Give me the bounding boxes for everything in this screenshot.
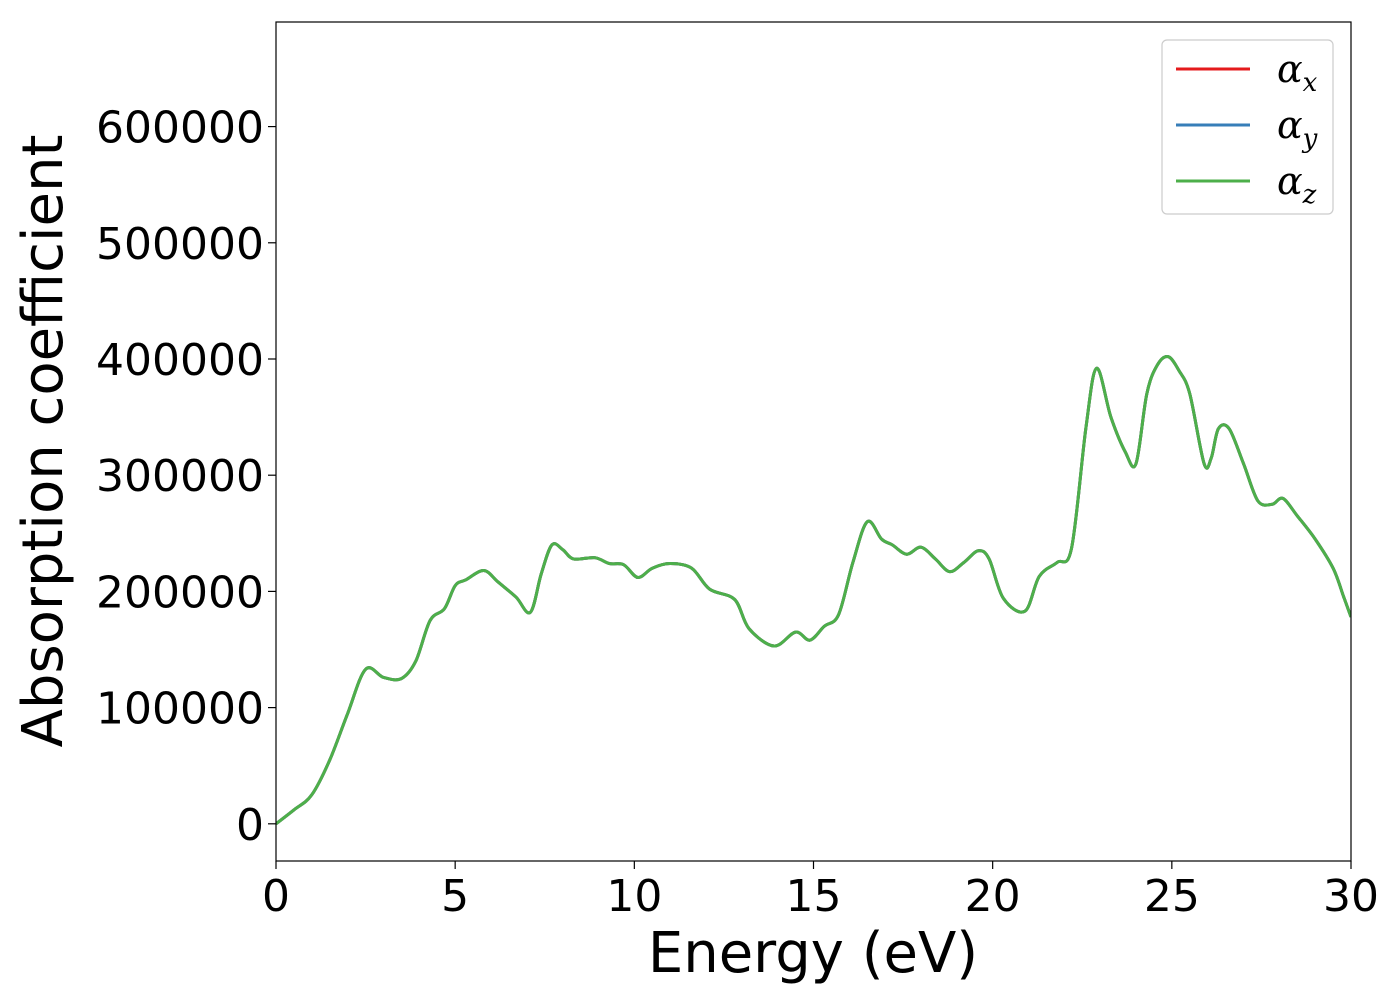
legend-label-alpha-x: αx — [1277, 47, 1318, 98]
y-tick-label: 0 — [236, 800, 264, 851]
x-axis: 0 5 10 15 20 25 30 — [262, 861, 1379, 922]
y-tick-label: 600000 — [96, 103, 264, 154]
x-tick-label: 10 — [606, 871, 662, 922]
x-tick-label: 0 — [262, 871, 290, 922]
x-tick-label: 20 — [965, 871, 1021, 922]
y-tick-label: 100000 — [96, 684, 264, 735]
y-tick-label: 500000 — [96, 219, 264, 270]
y-axis: 0 100000 200000 300000 400000 500000 600000 — [96, 103, 276, 851]
legend-label-alpha-y: αy — [1277, 103, 1318, 154]
series-line-alpha-z — [276, 355, 1351, 825]
y-tick-label: 400000 — [96, 335, 264, 386]
y-axis-title: Absorption coefficient — [11, 135, 76, 748]
x-tick-label: 30 — [1323, 871, 1379, 922]
x-axis-title: Energy (eV) — [648, 921, 978, 986]
legend-label-alpha-z: αz — [1277, 159, 1317, 210]
x-tick-label: 25 — [1144, 871, 1200, 922]
legend-box — [1161, 39, 1334, 215]
y-tick-label: 200000 — [96, 567, 264, 618]
x-tick-label: 15 — [786, 871, 842, 922]
plot-layer — [276, 355, 1351, 825]
x-tick-label: 5 — [441, 871, 469, 922]
y-tick-label: 300000 — [96, 451, 264, 502]
